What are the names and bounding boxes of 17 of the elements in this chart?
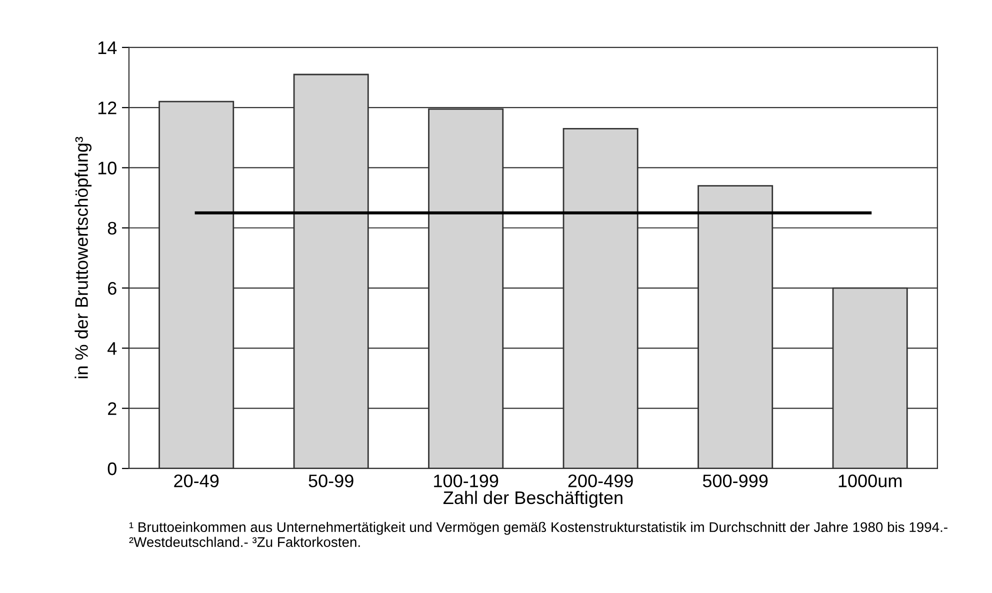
x-tick-label: 500-999: [702, 474, 768, 488]
y-axis-title: in % der Bruttowertschöpfung³: [74, 136, 92, 378]
y-tick-label: 4: [108, 342, 117, 355]
text: ¹ Bruttoeinkommen aus Unternehmertätigkeit und Vermögen gemäß Kostenstrukturstatistik im Durchschnitt der Jahre 1980 bis 1994.- ²Westdeutschland.- ³Zu Faktorkosten.: [129, 522, 948, 547]
y-tick-label: 2: [108, 402, 116, 415]
y-tick-label: 14: [98, 42, 117, 54]
x-tick-label: 1000um: [838, 474, 902, 488]
y-tick-label: 6: [108, 282, 116, 295]
x-tick-label: 200-499: [568, 474, 633, 488]
y-tick-label: 10: [98, 162, 116, 174]
y-tick-label: 0: [108, 462, 116, 476]
x-tick-label: 100-199: [434, 474, 498, 488]
y-tick-label: 8: [108, 222, 116, 235]
y-tick-label: 12: [98, 102, 116, 114]
x-axis-title: Zahl der Beschäftigten: [443, 490, 622, 508]
x-tick-label: 20-49: [174, 474, 219, 488]
x-tick-label: 50-99: [308, 474, 354, 488]
